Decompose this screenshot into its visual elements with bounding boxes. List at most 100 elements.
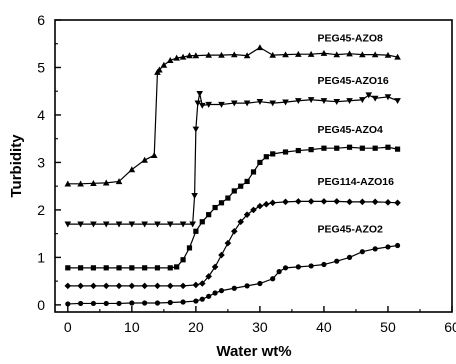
series-label: PEG45-AZO16 [318,75,389,87]
circle-marker [282,265,289,271]
triangle-down-marker [218,101,225,108]
circle-marker [244,283,250,289]
square-marker [334,145,340,151]
circle-marker [193,298,199,304]
diamond-marker [320,198,328,205]
triangle-down-marker [196,90,204,97]
triangle-down-marker [189,221,196,228]
series-line [67,146,398,269]
triangle-up-marker [333,51,341,58]
series-label: PEG45-AZO2 [318,224,384,236]
circle-marker [116,300,122,307]
circle-marker [167,299,173,306]
square-marker [321,145,327,151]
diamond-marker [64,282,72,290]
plot-frame [54,19,453,313]
triangle-up-marker [394,53,401,60]
x-tick-label: 50 [380,319,396,335]
circle-marker [103,300,109,307]
square-marker [142,265,148,271]
diamond-marker [115,282,123,290]
triangle-down-marker [141,221,148,228]
square-marker [129,265,135,271]
diamond-marker [205,273,212,280]
y-tick-label: 1 [37,249,45,265]
triangle-down-marker [64,221,72,228]
circle-marker [78,300,84,307]
diamond-marker [154,282,161,290]
triangle-up-marker [384,51,392,58]
triangle-down-marker [307,97,315,104]
circle-marker [372,246,378,252]
square-marker [78,265,84,271]
triangle-down-marker [365,92,373,99]
square-marker [244,178,250,185]
triangle-up-marker [186,52,193,59]
series-layer [64,44,401,307]
square-marker [346,144,353,150]
y-axis-title: Turbidity [8,134,25,198]
square-marker [231,188,237,194]
triangle-down-marker [359,97,366,104]
series-peg45-azo8 [64,44,401,187]
circle-marker [394,242,401,249]
triangle-down-marker [166,221,174,228]
x-axis-title: Water wt% [216,343,291,360]
series-peg45-azo16 [64,90,401,228]
circle-marker [90,300,97,307]
diamond-marker [256,202,264,210]
triangle-down-marker [282,99,289,106]
diamond-marker [90,282,97,290]
series-line [67,93,398,225]
triangle-down-marker [191,193,198,199]
square-marker [250,169,257,175]
triangle-up-marker [150,152,158,158]
x-tick-label: 40 [316,319,332,335]
x-tick-label: 0 [64,319,72,335]
triangle-up-marker [64,180,72,187]
square-marker [90,265,97,271]
diamond-marker [166,282,174,290]
diamond-marker [77,282,84,290]
circle-marker [359,249,365,255]
circle-marker [154,300,161,306]
square-marker [308,147,314,153]
y-tick-label: 5 [37,59,45,75]
triangle-up-marker [173,54,180,61]
series-label: PEG45-AZO8 [318,32,384,44]
circle-marker [212,290,218,296]
triangle-down-marker [384,94,392,101]
triangle-up-marker [243,52,251,59]
triangle-down-marker [198,102,206,109]
circle-marker [257,280,263,287]
y-tick-label: 0 [37,297,45,313]
triangle-up-marker [115,178,123,185]
diamond-marker [359,198,366,206]
circle-marker [142,300,148,306]
square-marker [394,146,401,152]
triangle-up-marker [346,50,353,57]
triangle-up-marker [192,52,200,59]
square-marker [218,200,225,206]
x-tick-label: 60 [444,319,456,335]
triangle-up-marker [166,57,174,63]
axes: 0 10 20 30 40 50 60 0 1 2 3 4 5 6 [37,12,456,335]
triangle-up-marker [160,61,168,68]
triangle-down-marker [115,221,123,228]
triangle-down-marker [179,221,187,228]
square-marker [186,245,193,251]
triangle-up-marker [269,51,277,58]
triangle-up-marker [230,51,238,58]
circle-marker [65,301,71,307]
y-tick-label: 6 [37,12,45,28]
triangle-up-marker [128,166,136,173]
diamond-marker [198,280,206,287]
triangle-up-marker [282,51,289,58]
square-marker [193,228,199,234]
square-marker [180,257,186,263]
triangle-down-marker [154,221,161,228]
triangle-down-marker [77,221,84,228]
x-tick-label: 10 [124,319,140,335]
square-marker [263,154,269,160]
triangle-up-marker [320,49,328,56]
